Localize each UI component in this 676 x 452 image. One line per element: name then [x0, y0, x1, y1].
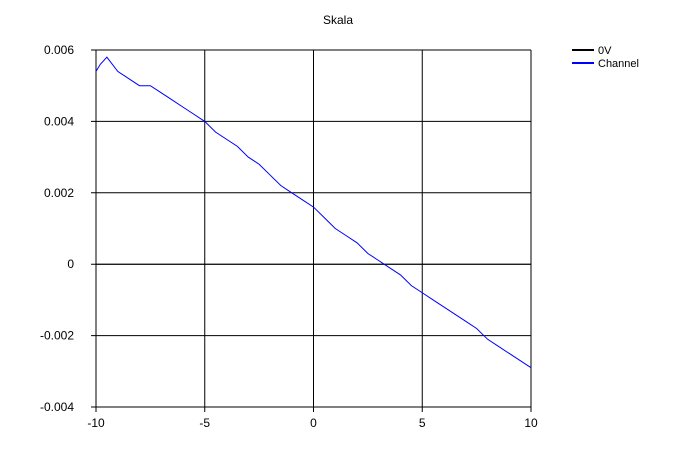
- y-tick-label: 0.004: [44, 114, 74, 128]
- x-tick-label: -5: [199, 416, 210, 430]
- x-tick-label: 10: [524, 416, 538, 430]
- axes: -10 -5 0 5 10 -0.004 -0.002 0 0.002 0.004 0.006: [40, 43, 538, 430]
- y-tick-label: -0.004: [40, 400, 74, 414]
- y-tick-label: -0.002: [40, 329, 74, 343]
- chart-title: Skala: [323, 13, 353, 27]
- legend-entry-label: Channel: [598, 58, 639, 70]
- x-tick-label: 5: [419, 416, 426, 430]
- series-line-channel: [95, 56, 532, 369]
- y-tick-label: 0.002: [44, 186, 74, 200]
- y-tick-label: 0: [67, 257, 74, 271]
- x-tick-label: -10: [87, 416, 105, 430]
- grid: [91, 49, 532, 412]
- x-tick-label: 0: [310, 416, 317, 430]
- legend-entry-label: 0V: [598, 45, 612, 57]
- series-layer: [95, 56, 532, 369]
- y-tick-label: 0.006: [44, 43, 74, 57]
